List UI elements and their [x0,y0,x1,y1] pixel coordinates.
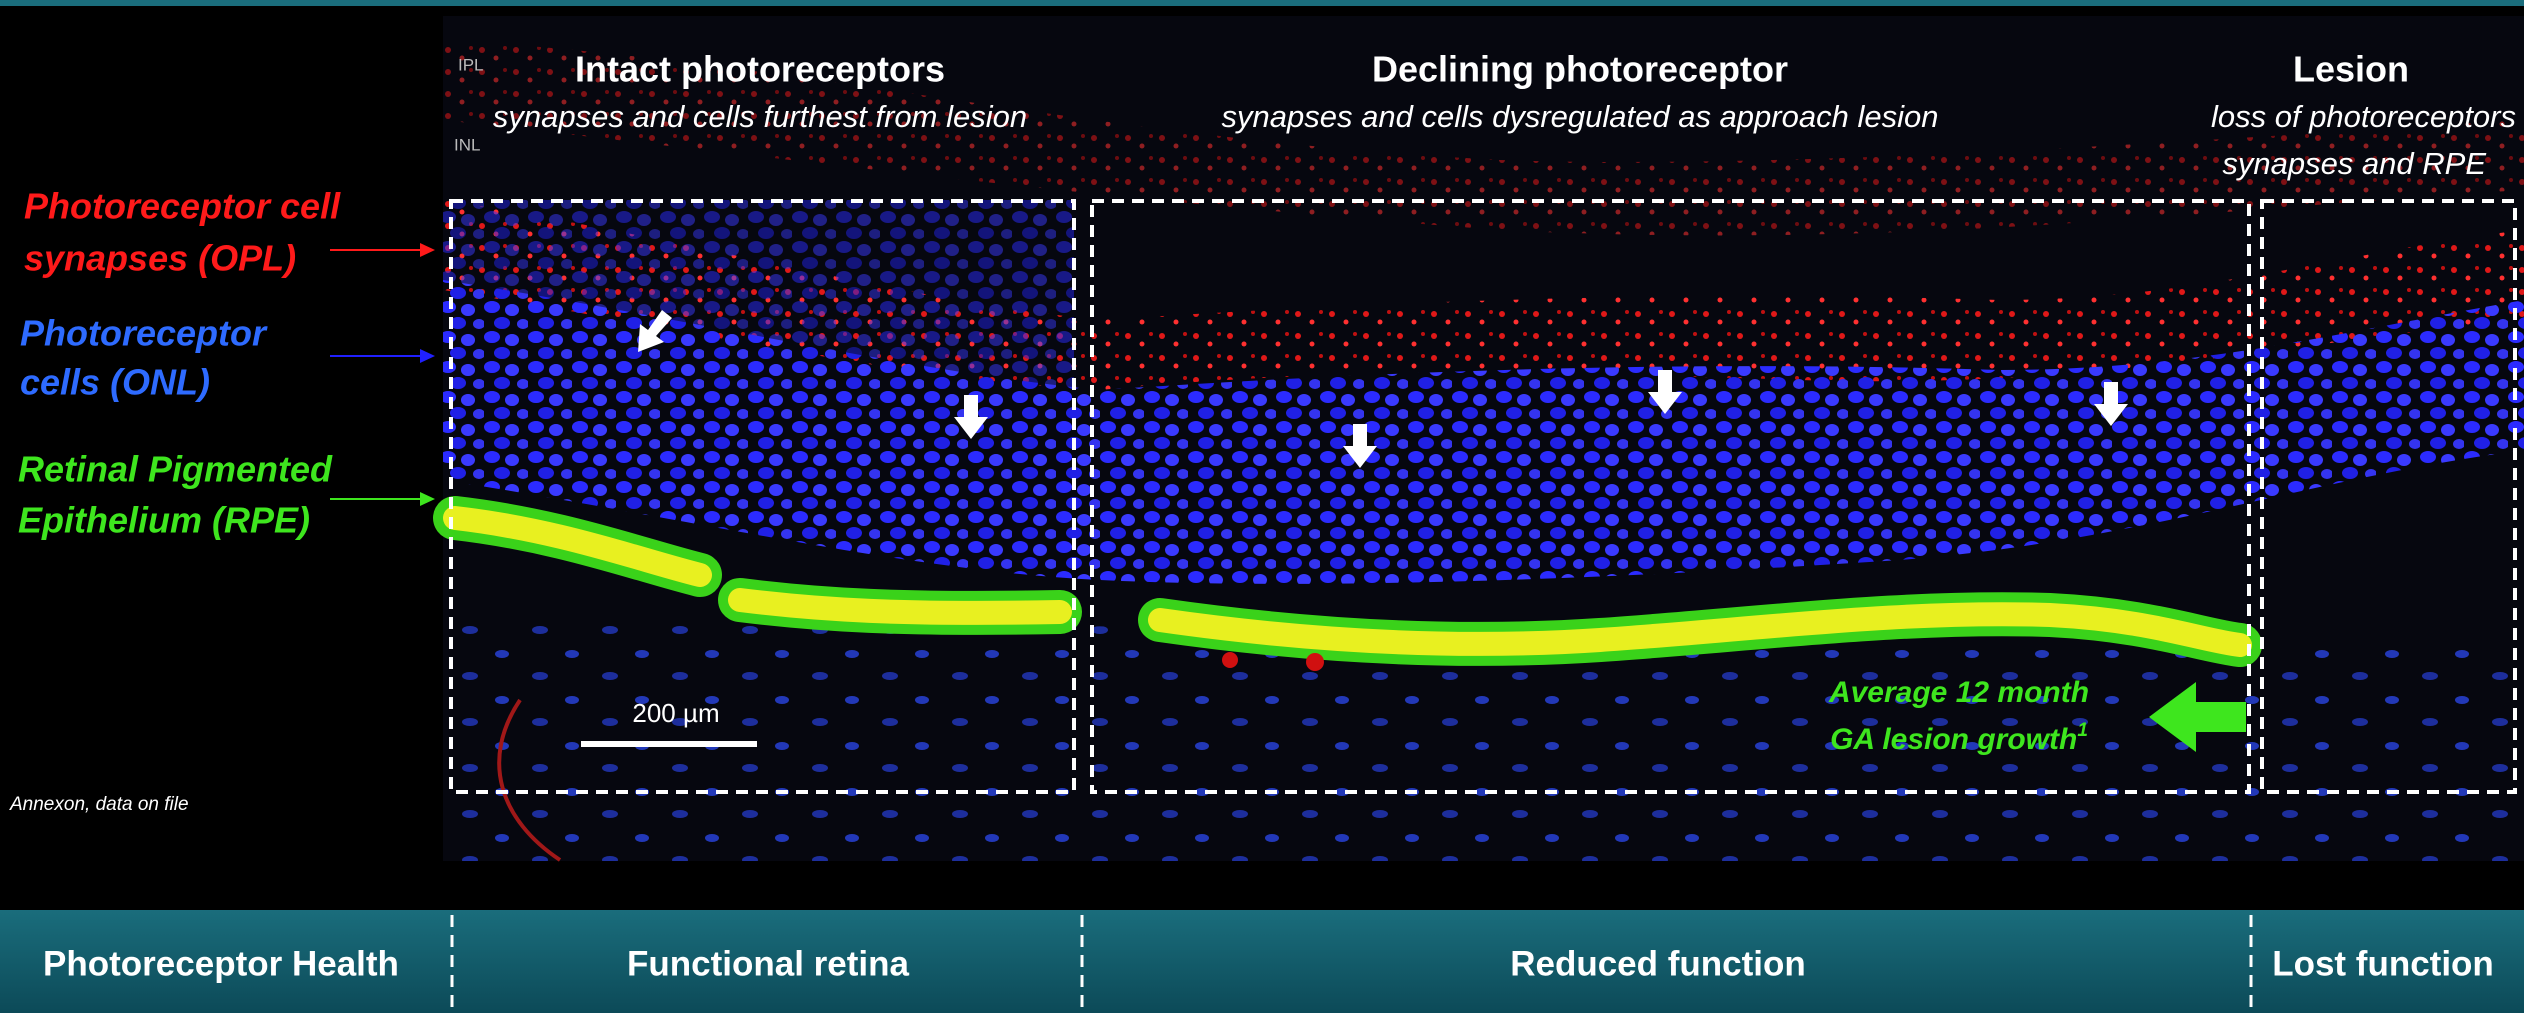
footer-zone: Lost function [2272,944,2494,983]
pointer-head [420,349,435,363]
layer-label: synapses (OPL) [24,238,296,279]
marker-arrow [1343,424,1377,468]
footnote-mark: 1 [2077,720,2088,741]
layer-label: Photoreceptor cell [24,186,341,227]
top-rule [0,0,2524,6]
layer-label: Epithelium (RPE) [18,500,310,541]
pointer-head [420,243,435,257]
panel-subtitle: synapses and RPE [2222,146,2486,181]
pointer-head [420,492,435,506]
footer-label: Photoreceptor Health [43,944,399,983]
panel-title: Lesion [2293,49,2409,90]
layer-label: cells (ONL) [20,362,210,403]
footer-bar [0,910,2524,1013]
cell [1306,653,1324,671]
footer-zone: Functional retina [627,944,910,983]
region-box [1090,199,2251,794]
footer-zone: Reduced function [1510,944,1806,983]
source-note: Annexon, data on file [9,794,189,815]
marker-arrow [638,310,672,352]
vessel [497,698,562,862]
inl-label: INL [454,135,480,154]
marker-arrow [954,395,988,439]
marker-arrow [2094,382,2128,426]
panel-subtitle: loss of photoreceptors [2211,99,2516,134]
rpe-layer [443,506,2252,657]
annotation: GA lesion growth1 [1830,720,2088,756]
onl-layer [443,280,2524,584]
annotation: Average 12 month [1828,676,2089,709]
ipl-label: IPL [458,55,484,74]
inl-layer [443,200,1074,480]
panel-title: Declining photoreceptor [1372,49,1788,90]
growth-arrow [2149,682,2246,752]
panel-title: Intact photoreceptors [575,49,945,90]
micrograph [433,16,2524,862]
ipl-layer [443,40,2524,236]
panel-subtitle: synapses and cells furthest from lesion [493,99,1027,134]
region-box [2260,199,2517,794]
layer-label: Photoreceptor [20,313,268,354]
panel-subtitle: synapses and cells dysregulated as appro… [1222,99,1939,134]
marker-arrow [1648,370,1682,414]
pointer-arrows [330,243,435,506]
choroid [443,620,2524,861]
region-box [449,199,1076,794]
layer-label: Retinal Pigmented [18,449,333,490]
scale-label: 200 µm [632,698,719,728]
marker-arrows [638,310,2128,468]
annotation-text: GA lesion growth [1830,723,2077,756]
cell [1222,652,1238,668]
footer-dividers [450,915,2253,1013]
